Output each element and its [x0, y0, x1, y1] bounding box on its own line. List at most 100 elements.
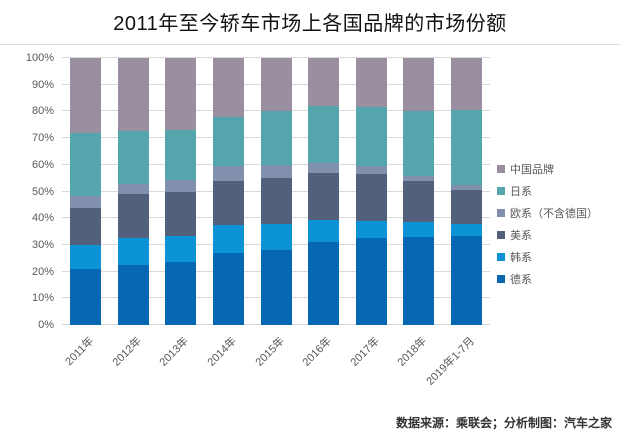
bar-segment [117, 58, 149, 132]
bar-slot [252, 58, 300, 325]
bar-slot [157, 58, 205, 325]
bar-segment [308, 58, 340, 107]
bar-segment [212, 180, 244, 225]
legend-swatch [497, 208, 505, 217]
bar-slot [395, 58, 443, 325]
x-label-cell: 2019年1-7月 [424, 325, 491, 397]
x-axis-label: 2017年 [348, 335, 382, 369]
bar-segment [403, 236, 435, 325]
bar-segment [450, 58, 482, 111]
bar-slot [300, 58, 348, 325]
bar-segment [403, 58, 435, 112]
bar-segment [260, 223, 292, 251]
y-tick-label: 30% [31, 238, 54, 251]
y-tick-label: 70% [31, 132, 54, 145]
bar-segment [450, 235, 482, 325]
bar-segment [260, 250, 292, 325]
bar-2018年 [403, 58, 435, 325]
y-tick-label: 40% [31, 212, 54, 225]
title-divider [0, 44, 620, 45]
bar-segment [308, 172, 340, 220]
legend: 中国品牌日系欧系（不含德国） 美系韩系德系 [497, 162, 598, 294]
legend-item: 欧系（不含德国） [497, 206, 598, 220]
x-label-cell: 2013年 [157, 325, 205, 397]
bar-slot [62, 58, 110, 325]
x-axis-label: 2013年 [157, 335, 192, 369]
gridline [62, 57, 490, 58]
legend-item: 德系 [497, 272, 598, 286]
y-tick-label: 60% [31, 158, 54, 171]
bar-segment [308, 163, 340, 173]
legend-swatch [497, 164, 505, 173]
bar-segment [165, 191, 197, 236]
bar-segment [403, 111, 435, 176]
bar-2011年 [70, 58, 102, 325]
legend-item: 日系 [497, 184, 598, 198]
bar-2015年 [260, 58, 292, 325]
bar-segment [355, 174, 387, 221]
legend-label: 德系 [510, 273, 532, 286]
legend-item: 中国品牌 [497, 162, 598, 176]
y-tick-label: 100% [25, 52, 54, 64]
x-label-cell: 2014年 [205, 325, 253, 397]
x-label-cell: 2015年 [252, 325, 300, 397]
bar-segment [403, 180, 435, 223]
bar-segment [403, 175, 435, 181]
bar-segment [450, 190, 482, 224]
bar-segment [70, 132, 102, 196]
legend-label: 中国品牌 [510, 163, 554, 176]
bar-segment [165, 130, 197, 180]
x-label-cell: 2011年 [62, 325, 110, 397]
bar-segment [70, 207, 102, 245]
bar-segment [212, 224, 244, 253]
y-tick-label: 0% [38, 319, 54, 331]
chart-title: 2011年至今轿车市场上各国品牌的市场份额 [113, 13, 507, 35]
bar-segment [117, 194, 149, 239]
bar-segment [260, 164, 292, 179]
bar-slot [443, 58, 491, 325]
bar-segment [70, 244, 102, 269]
bar-segment [308, 106, 340, 164]
x-axis-label: 2011年 [63, 335, 97, 369]
bar-2012年 [117, 58, 149, 325]
bars-container [62, 58, 490, 325]
bar-segment [260, 58, 292, 112]
plot-area: 2011年 2012年 2013年 2014年 2015年 2016年 2017年 2018年… [26, 52, 490, 388]
y-tick-label: 10% [31, 292, 54, 305]
legend-swatch [497, 186, 505, 195]
x-axis-labels: 2011年 2012年 2013年 2014年 2015年 2016年 2017年 2018年… [62, 325, 490, 397]
x-axis-label: 2018年 [395, 335, 430, 369]
x-label-cell: 2012年 [110, 325, 158, 397]
bar-segment [355, 58, 387, 108]
bar-segment [165, 179, 197, 192]
bar-segment [308, 219, 340, 243]
bar-segment [70, 195, 102, 208]
bar-segment [165, 235, 197, 263]
y-tick-label: 90% [31, 78, 54, 91]
bar-segment [212, 166, 244, 181]
legend-label: 日系 [510, 185, 532, 198]
bar-segment [70, 58, 102, 133]
x-label-cell: 2017年 [347, 325, 395, 397]
bar-slot [347, 58, 395, 325]
bar-segment [212, 252, 244, 325]
bar-segment [308, 242, 340, 325]
bar-2016年 [308, 58, 340, 325]
bar-segment [355, 238, 387, 325]
bar-segment [212, 116, 244, 167]
bar-segment [117, 264, 149, 325]
bar-segment [403, 222, 435, 237]
x-axis-label: 2014年 [205, 335, 240, 369]
y-tick-label: 20% [31, 265, 54, 278]
bar-2013年 [165, 58, 197, 325]
legend-item: 美系 [497, 228, 598, 242]
bar-segment [450, 110, 482, 185]
x-axis-label: 2012年 [110, 335, 144, 369]
legend-label: 欧系（不含德国） [510, 207, 598, 220]
legend-swatch [497, 230, 505, 239]
legend-item: 韩系 [497, 250, 598, 264]
bar-2019年1-7月 [450, 58, 482, 325]
y-tick-label: 80% [31, 105, 54, 118]
bar-segment [355, 107, 387, 167]
